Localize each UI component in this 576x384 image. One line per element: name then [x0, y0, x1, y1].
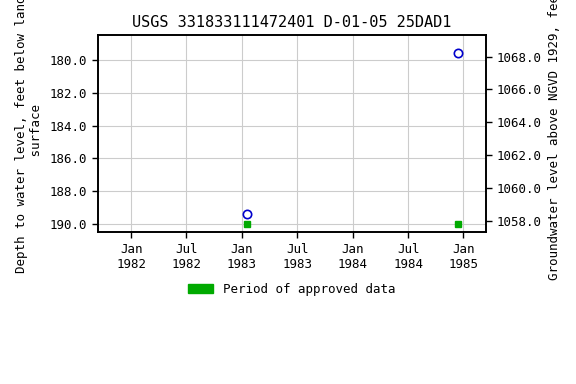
- Y-axis label: Depth to water level, feet below land
 surface: Depth to water level, feet below land su…: [15, 0, 43, 273]
- Title: USGS 331833111472401 D-01-05 25DAD1: USGS 331833111472401 D-01-05 25DAD1: [132, 15, 452, 30]
- Y-axis label: Groundwater level above NGVD 1929, feet: Groundwater level above NGVD 1929, feet: [548, 0, 561, 280]
- Legend: Period of approved data: Period of approved data: [183, 278, 400, 301]
